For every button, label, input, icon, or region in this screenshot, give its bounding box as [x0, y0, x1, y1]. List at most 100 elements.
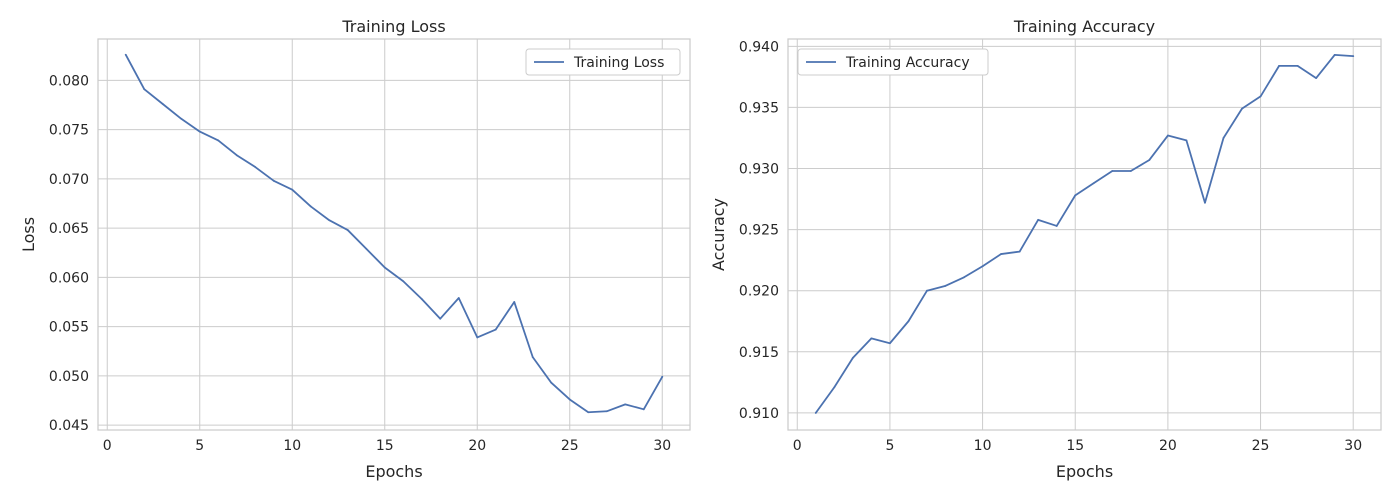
loss-y-tick-label: 0.060 [49, 270, 89, 286]
loss-data-point [568, 398, 571, 401]
loss-data-point [531, 356, 534, 359]
accuracy-x-tick-label: 30 [1344, 438, 1362, 454]
loss-y-tick-label: 0.065 [49, 221, 89, 237]
accuracy-data-point [1074, 194, 1077, 197]
accuracy-y-tick-label: 0.910 [739, 406, 779, 422]
loss-x-tick-label: 25 [561, 438, 579, 454]
accuracy-y-tick-label: 0.925 [739, 223, 779, 239]
loss-legend-box [525, 48, 681, 76]
accuracy-data-point [1185, 139, 1188, 142]
accuracy-data-point [926, 289, 928, 292]
loss-data-point [420, 298, 423, 300]
loss-x-tick-label: 20 [468, 438, 486, 454]
accuracy-data-point [963, 276, 965, 279]
accuracy-data-point [981, 265, 984, 268]
loss-data-point [309, 205, 312, 208]
accuracy-x-tick-label: 15 [1066, 438, 1084, 454]
accuracy-data-point [1129, 170, 1132, 172]
loss-data-point [272, 179, 275, 182]
accuracy-legend-label: Training Accuracy [845, 55, 970, 71]
accuracy-x-tick-label: 0 [793, 438, 802, 454]
loss-data-point [457, 297, 460, 299]
accuracy-x-tick-label: 20 [1159, 438, 1177, 454]
loss-data-point [402, 280, 405, 283]
loss-data-point [328, 219, 331, 222]
loss-y-tick-label: 0.050 [49, 369, 89, 385]
accuracy-data-point [1315, 77, 1318, 79]
accuracy-data-point [870, 337, 873, 340]
loss-y-tick-label: 0.080 [49, 73, 89, 89]
accuracy-data-point [1111, 170, 1114, 172]
accuracy-x-axis-label: Epochs [1056, 462, 1113, 481]
accuracy-data-point [1278, 64, 1280, 67]
accuracy-data-point [1037, 218, 1040, 221]
loss-data-point [642, 408, 645, 411]
loss-y-tick-label: 0.070 [49, 172, 89, 188]
accuracy-y-axis-label: Accuracy [709, 198, 728, 271]
loss-legend: Training Loss [525, 48, 681, 76]
loss-data-point [143, 88, 146, 91]
loss-data-point [365, 247, 368, 250]
accuracy-data-point [851, 357, 854, 359]
loss-data-point [605, 410, 608, 413]
accuracy-data-point [1296, 64, 1299, 67]
loss-x-axis-label: Epochs [365, 462, 422, 481]
loss-data-point [476, 336, 479, 339]
accuracy-plot-frame [787, 38, 1382, 431]
accuracy-data-point [814, 411, 817, 414]
accuracy-data-point [1018, 250, 1021, 253]
accuracy-data-point [1259, 95, 1262, 98]
accuracy-data-point [1204, 201, 1206, 204]
loss-data-point [439, 317, 442, 320]
accuracy-data-point [1166, 134, 1169, 137]
loss-y-tick-label: 0.045 [49, 418, 89, 434]
loss-x-tick-label: 0 [103, 438, 112, 454]
loss-y-tick-label: 0.075 [49, 123, 89, 139]
accuracy-x-tick-label: 5 [885, 438, 894, 454]
loss-y-axis-label: Loss [19, 217, 38, 252]
accuracy-data-point [1148, 159, 1151, 161]
accuracy-x-tick-label: 25 [1252, 438, 1270, 454]
accuracy-data-point [1000, 253, 1003, 255]
loss-series-line [124, 53, 664, 414]
loss-data-point [235, 154, 238, 157]
accuracy-y-tick-label: 0.915 [739, 345, 779, 361]
loss-data-point [161, 103, 164, 105]
loss-data-point [383, 266, 386, 269]
loss-data-point [198, 130, 201, 133]
accuracy-data-point [1222, 137, 1225, 139]
loss-data-point [217, 139, 220, 142]
loss-data-point [124, 53, 127, 56]
accuracy-data-point [907, 320, 910, 323]
loss-x-tick-label: 15 [376, 438, 394, 454]
loss-data-point [180, 117, 183, 120]
loss-legend-label: Training Loss [573, 55, 664, 71]
accuracy-data-point [1333, 53, 1336, 56]
loss-y-tick-label: 0.055 [49, 320, 89, 336]
loss-chart-title: Training Loss [341, 17, 445, 36]
loss-data-point [661, 375, 664, 378]
loss-data-point [494, 328, 497, 331]
accuracy-data-point [944, 284, 947, 287]
accuracy-x-tick-label: 10 [974, 438, 992, 454]
loss-x-tick-label: 10 [283, 438, 301, 454]
accuracy-legend: Training Accuracy [797, 48, 989, 76]
loss-data-point [550, 381, 553, 384]
accuracy-legend-box [797, 48, 989, 76]
accuracy-y-tick-label: 0.935 [739, 100, 779, 116]
loss-chart-panel: 0 5 10 15 20 25 30 0.045 0.050 0.055 0.060 0.065 0.0… [19, 17, 691, 481]
accuracy-data-point [889, 342, 891, 345]
loss-data-point [624, 403, 627, 406]
loss-data-point [587, 411, 590, 414]
accuracy-chart-title: Training Accuracy [1013, 17, 1155, 36]
accuracy-series-line [814, 53, 1355, 414]
loss-data-point [291, 188, 294, 191]
loss-data-point [254, 166, 257, 168]
accuracy-data-point [833, 386, 836, 389]
loss-x-tick-label: 30 [653, 438, 671, 454]
accuracy-y-tick-label: 0.940 [739, 39, 779, 55]
accuracy-data-point [1241, 107, 1243, 110]
accuracy-y-tick-label: 0.920 [739, 284, 779, 300]
loss-data-point [513, 301, 516, 303]
